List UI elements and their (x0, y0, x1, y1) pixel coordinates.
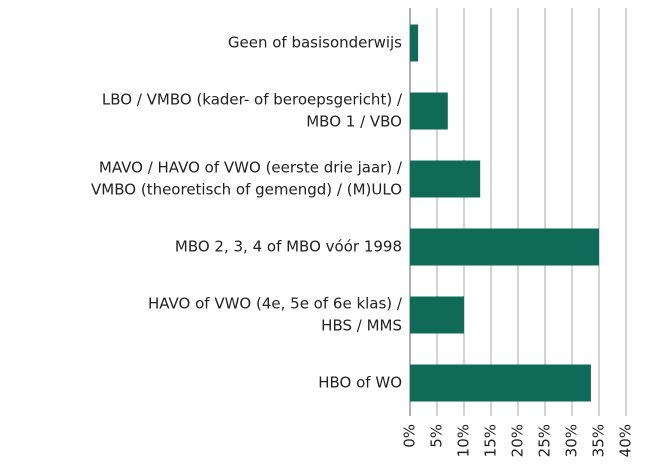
y-tick-label: HAVO of VWO (4e, 5e of 6e klas) / (148, 295, 403, 313)
x-tick-label: 40% (617, 424, 635, 457)
y-tick-label: MBO 1 / VBO (306, 113, 402, 131)
bar (410, 228, 599, 266)
x-tick-label: 15% (482, 424, 500, 457)
bar (410, 160, 481, 198)
x-tick-label: 5% (428, 424, 446, 448)
bar (410, 24, 419, 62)
x-tick-label: 25% (536, 424, 554, 457)
x-tick-label: 0% (401, 424, 419, 448)
y-tick-label: MAVO / HAVO of VWO (eerste drie jaar) / (99, 159, 403, 177)
x-tick-label: 30% (563, 424, 581, 457)
y-tick-label: HBO of WO (318, 374, 402, 392)
y-tick-label: MBO 2, 3, 4 of MBO vóór 1998 (175, 238, 402, 256)
y-tick-label: HBS / MMS (321, 317, 402, 335)
x-tick-label: 35% (590, 424, 608, 457)
y-tick-label: VMBO (theoretisch of gemengd) / (M)ULO (91, 181, 402, 199)
x-tick-label: 20% (509, 424, 527, 457)
y-tick-label: LBO / VMBO (kader- of beroepsgericht) / (102, 91, 403, 109)
bar (410, 364, 591, 402)
y-tick-label: Geen of basisonderwijs (228, 34, 402, 52)
bar (410, 92, 448, 130)
bar (410, 296, 464, 334)
x-tick-label: 10% (455, 424, 473, 457)
